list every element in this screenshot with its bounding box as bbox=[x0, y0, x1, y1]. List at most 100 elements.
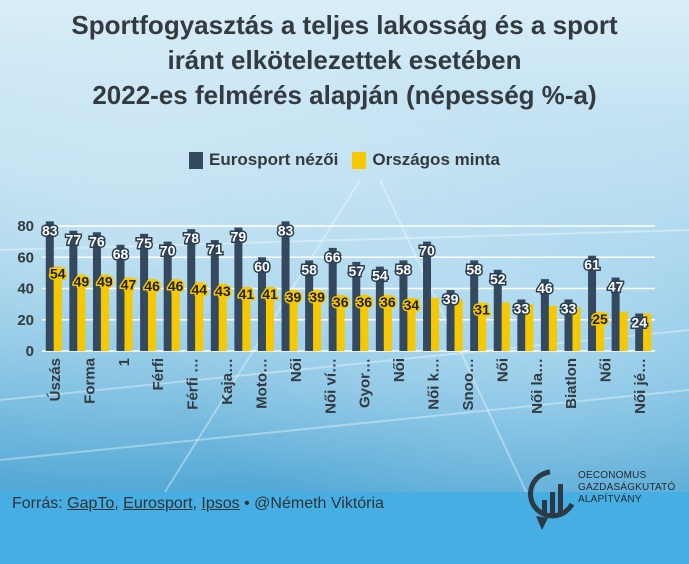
data-label-eurosport: 70 bbox=[419, 243, 435, 259]
data-label-orszagos: 54 bbox=[50, 266, 66, 282]
data-label-eurosport: 70 bbox=[160, 243, 176, 259]
bar-eurosport bbox=[493, 269, 502, 351]
bar-eurosport bbox=[611, 277, 620, 351]
bar-eurosport bbox=[257, 257, 266, 351]
bar-orszagos bbox=[525, 304, 534, 351]
data-label-orszagos: 49 bbox=[74, 273, 90, 289]
data-label-eurosport: 57 bbox=[348, 263, 364, 279]
data-label-orszagos: 39 bbox=[309, 289, 325, 305]
data-label-orszagos: 49 bbox=[97, 273, 113, 289]
x-tick-label: Biatlon bbox=[563, 358, 580, 409]
data-label-orszagos: 46 bbox=[144, 278, 160, 294]
bar-eurosport bbox=[588, 255, 597, 351]
bar-eurosport bbox=[210, 240, 219, 351]
data-label-eurosport: 46 bbox=[537, 280, 553, 296]
x-tick-label: Forma bbox=[81, 357, 98, 404]
data-label-eurosport: 33 bbox=[514, 300, 530, 316]
x-tick-label: Férfi … bbox=[185, 358, 202, 410]
data-label-eurosport: 24 bbox=[631, 315, 647, 331]
source-sep-1: , bbox=[114, 495, 124, 512]
source-sep-2: , bbox=[192, 495, 202, 512]
source-link-gapto[interactable]: GapTo bbox=[67, 495, 115, 512]
x-tick-label: Női bbox=[598, 358, 615, 382]
title-line-2: iránt elkötelezettek esetében bbox=[167, 45, 522, 75]
data-label-eurosport: 39 bbox=[443, 291, 459, 307]
source-link-ipsos[interactable]: Ipsos bbox=[201, 495, 240, 512]
bar-eurosport bbox=[375, 266, 384, 351]
data-label-eurosport: 66 bbox=[325, 249, 341, 265]
data-label-eurosport: 76 bbox=[89, 233, 105, 249]
bar-eurosport bbox=[305, 260, 314, 351]
source-prefix: Forrás: bbox=[12, 495, 68, 512]
chart-title: Sportfogyasztás a teljes lakosság és a s… bbox=[0, 8, 689, 113]
bar-eurosport bbox=[423, 241, 432, 351]
data-label-eurosport: 71 bbox=[207, 241, 223, 257]
data-label-orszagos: 44 bbox=[191, 281, 207, 297]
x-tick-label: Női k… bbox=[426, 358, 443, 410]
data-label-eurosport: 52 bbox=[490, 271, 506, 287]
data-label-eurosport: 75 bbox=[136, 235, 152, 251]
bar-orszagos bbox=[336, 294, 345, 351]
x-tick-label: Úszás bbox=[46, 358, 64, 401]
data-label-orszagos: 46 bbox=[168, 278, 184, 294]
legend-item-eurosport: Eurosport nézői bbox=[189, 150, 338, 170]
bar-eurosport bbox=[163, 241, 172, 351]
legend-label-orszagos: Országos minta bbox=[372, 150, 500, 169]
data-label-eurosport: 79 bbox=[231, 229, 247, 245]
bar-eurosport bbox=[399, 260, 408, 351]
data-label-eurosport: 60 bbox=[254, 258, 270, 274]
bar-orszagos bbox=[643, 313, 652, 351]
data-label-eurosport: 78 bbox=[183, 230, 199, 246]
y-tick-label: 20 bbox=[17, 312, 34, 329]
bar-eurosport bbox=[140, 233, 149, 351]
data-label-eurosport: 58 bbox=[396, 261, 412, 277]
bar-orszagos bbox=[501, 302, 510, 351]
title-line-1: Sportfogyasztás a teljes lakosság és a s… bbox=[71, 10, 618, 40]
data-label-eurosport: 47 bbox=[608, 279, 624, 295]
bar-orszagos bbox=[596, 311, 605, 351]
bar-orszagos bbox=[77, 274, 86, 351]
bar-orszagos bbox=[195, 282, 204, 351]
bar-eurosport bbox=[92, 232, 101, 351]
bar-eurosport bbox=[564, 299, 573, 351]
x-tick-label: Női bbox=[288, 358, 305, 382]
data-label-eurosport: 33 bbox=[561, 300, 577, 316]
x-tick-label: Női bbox=[494, 358, 511, 382]
data-label-eurosport: 58 bbox=[301, 261, 317, 277]
data-label-eurosport: 83 bbox=[278, 222, 294, 238]
x-tick-label: Moto… bbox=[253, 358, 270, 409]
legend-swatch-orszagos bbox=[352, 151, 367, 169]
data-label-eurosport: 77 bbox=[66, 232, 82, 248]
legend-swatch-eurosport bbox=[189, 151, 204, 169]
footer-band bbox=[0, 492, 689, 564]
data-label-eurosport: 68 bbox=[113, 246, 129, 262]
bar-orszagos bbox=[53, 266, 62, 351]
source-line: Forrás: GapTo, Eurosport, Ipsos • @Német… bbox=[12, 495, 384, 513]
bar-orszagos bbox=[100, 274, 109, 351]
source-link-eurosport[interactable]: Eurosport bbox=[123, 495, 193, 512]
bar-orszagos bbox=[218, 283, 227, 351]
logo-text: OECONOMUS GAZDASÁGKUTATÓ ALAPÍTVÁNY bbox=[578, 470, 675, 506]
bar-orszagos bbox=[548, 305, 557, 351]
bar-eurosport bbox=[328, 247, 337, 351]
bar-eurosport bbox=[116, 244, 125, 351]
data-label-orszagos: 34 bbox=[404, 297, 420, 313]
data-label-orszagos: 39 bbox=[286, 289, 302, 305]
bar-orszagos bbox=[265, 286, 274, 351]
logo-line-3: ALAPÍTVÁNY bbox=[578, 494, 642, 505]
data-label-orszagos: 36 bbox=[380, 294, 396, 310]
data-label-orszagos: 36 bbox=[356, 294, 372, 310]
bar-eurosport bbox=[45, 221, 54, 351]
oeconomus-logo: OECONOMUS GAZDASÁGKUTATÓ ALAPÍTVÁNY bbox=[528, 464, 678, 534]
x-tick-label: 1 bbox=[116, 358, 133, 366]
x-tick-label: Férfi bbox=[150, 358, 167, 391]
bar-orszagos bbox=[478, 302, 487, 351]
bar-orszagos bbox=[124, 277, 133, 351]
x-tick-label: Női jé… bbox=[632, 358, 649, 414]
bar-eurosport bbox=[187, 229, 196, 351]
x-tick-label: Kaja… bbox=[219, 358, 236, 405]
bar-eurosport bbox=[517, 299, 526, 351]
data-label-eurosport: 58 bbox=[466, 261, 482, 277]
bar-eurosport bbox=[470, 260, 479, 351]
